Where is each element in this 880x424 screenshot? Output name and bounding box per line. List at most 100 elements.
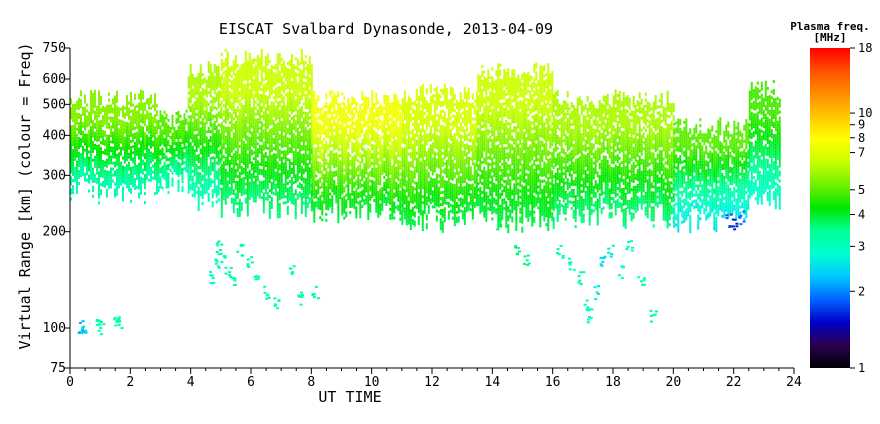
echo-pixel	[235, 55, 237, 58]
echo-pixel	[237, 79, 239, 82]
echo-pixel	[112, 147, 114, 150]
echo-pixel	[112, 180, 114, 183]
echo-pixel	[198, 106, 200, 109]
echo-pixel	[72, 161, 74, 164]
echo-pixel	[271, 83, 273, 86]
echo-pixel	[190, 142, 192, 145]
echo-pixel	[255, 80, 257, 83]
echo-pixel	[192, 176, 194, 179]
echo-pixel	[235, 82, 237, 85]
echo-pixel	[363, 193, 365, 196]
echo-pixel	[247, 121, 249, 124]
echo-pixel	[275, 145, 277, 148]
echo-pixel	[313, 154, 315, 157]
echo-pixel	[353, 206, 355, 209]
echo-pixel	[202, 121, 204, 124]
echo-pixel	[231, 105, 233, 108]
echo-pixel	[231, 123, 233, 126]
echo-pixel	[204, 140, 206, 143]
echo-pixel	[214, 136, 216, 139]
echo-pixel	[259, 106, 261, 109]
echo-pixel	[118, 137, 120, 140]
echo-pixel	[271, 86, 273, 89]
echo-pixel	[225, 115, 227, 118]
echo-pixel	[365, 135, 367, 138]
echo-pixel	[329, 160, 331, 163]
echo-pixel	[311, 64, 313, 67]
echo-pixel	[339, 166, 341, 169]
echo-pixel	[128, 165, 130, 168]
echo-pixel	[329, 124, 331, 127]
echo-pixel	[247, 61, 249, 64]
echo-pixel	[263, 202, 265, 205]
echo-pixel	[134, 187, 136, 190]
echo-pixel	[80, 126, 82, 129]
echo-pixel	[126, 122, 128, 125]
echo-pixel	[225, 172, 227, 175]
echo-pixel	[375, 123, 377, 126]
echo-pixel	[355, 120, 357, 123]
echo-pixel	[116, 157, 118, 160]
echo-pixel	[239, 79, 241, 82]
echo-pixel	[194, 119, 196, 122]
echo-pixel	[359, 128, 361, 131]
echo-pixel	[281, 94, 283, 97]
echo-pixel	[100, 189, 102, 192]
echo-pixel	[198, 94, 200, 97]
echo-pixel	[200, 181, 202, 184]
echo-pixel	[200, 79, 202, 82]
echo-pixel	[335, 143, 337, 146]
echo-pixel	[216, 81, 218, 84]
echo-pixel	[102, 169, 104, 172]
echo-pixel	[210, 121, 212, 124]
echo-pixel	[247, 199, 249, 202]
echo-pixel	[168, 125, 170, 128]
echo-pixel	[78, 104, 80, 107]
echo-pixel	[221, 170, 223, 173]
echo-pixel	[241, 208, 243, 211]
echo-pixel	[321, 191, 323, 194]
echo-pixel	[261, 55, 263, 58]
echo-pixel	[337, 202, 339, 205]
echo-pixel	[375, 153, 377, 156]
echo-pixel	[279, 185, 281, 188]
echo-pixel	[98, 159, 100, 162]
echo-pixel	[130, 116, 132, 119]
echo-pixel	[273, 78, 275, 81]
echo-pixel	[371, 129, 373, 132]
echo-pixel	[182, 186, 184, 189]
echo-pixel	[194, 113, 196, 116]
echo-pixel	[279, 92, 281, 95]
echo-pixel	[144, 180, 146, 183]
echo-pixel	[361, 127, 363, 130]
echo-pixel	[235, 187, 237, 190]
echo-pixel	[206, 172, 208, 175]
echo-pixel	[90, 105, 92, 108]
echo-pixel	[200, 178, 202, 181]
echo-pixel	[76, 137, 78, 140]
echo-pixel	[184, 137, 186, 140]
echo-pixel	[359, 122, 361, 125]
echo-pixel	[317, 95, 319, 98]
echo-pixel	[297, 89, 299, 92]
echo-pixel	[239, 184, 241, 187]
echo-pixel	[301, 58, 303, 61]
echo-pixel	[202, 106, 204, 109]
echo-pixel	[337, 109, 339, 112]
echo-pixel	[277, 200, 279, 203]
echo-pixel	[140, 189, 142, 192]
echo-pixel	[235, 91, 237, 94]
echo-pixel	[299, 164, 301, 167]
echo-pixel	[311, 73, 313, 76]
echo-pixel	[307, 100, 309, 103]
echo-pixel	[164, 123, 166, 126]
echo-pixel	[134, 133, 136, 136]
echo-pixel	[337, 193, 339, 196]
echo-pixel	[373, 163, 375, 166]
echo-pixel	[283, 123, 285, 126]
echo-pixel	[321, 194, 323, 197]
echo-pixel	[110, 158, 112, 161]
echo-pixel	[174, 127, 176, 130]
echo-pixel	[225, 97, 227, 100]
echo-pixel	[303, 177, 305, 180]
